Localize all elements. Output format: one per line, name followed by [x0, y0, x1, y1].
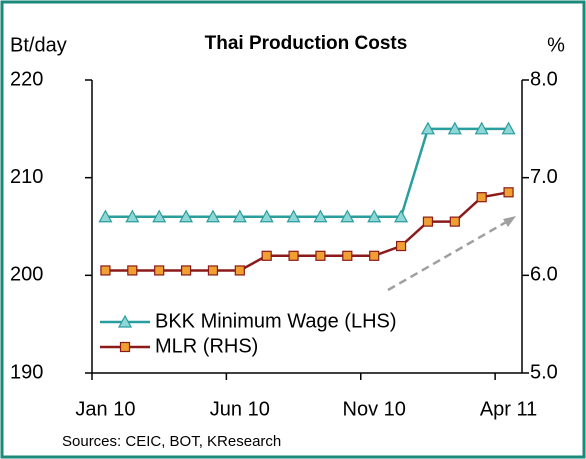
y2-tick-label: 8.0 — [530, 68, 558, 90]
y-axis-label: Bt/day — [10, 34, 67, 56]
y-tick-label: 200 — [10, 264, 43, 286]
series-marker — [259, 209, 274, 223]
trend-arrow — [387, 219, 509, 292]
chart-title: Thai Production Costs — [205, 33, 408, 54]
x-tick-label: Apr 11 — [480, 398, 537, 420]
y2-tick-label: 5.0 — [530, 361, 558, 383]
y-tick-label: 190 — [10, 361, 43, 383]
x-tick-label: Jan 10 — [75, 398, 135, 420]
series-marker — [125, 209, 140, 223]
series-marker — [98, 209, 113, 223]
series-marker — [476, 192, 487, 203]
x-tick-label: Jun 10 — [210, 398, 270, 420]
series-marker — [395, 240, 407, 252]
series-marker — [207, 265, 219, 276]
series-marker — [205, 209, 220, 223]
series-marker — [340, 209, 355, 223]
legend-marker — [117, 314, 133, 328]
series-marker — [313, 209, 328, 223]
y-tick-label: 210 — [10, 166, 43, 188]
series-marker — [179, 209, 194, 223]
series-marker — [261, 250, 272, 261]
series-marker — [420, 121, 435, 135]
y-tick-label: 220 — [10, 68, 43, 90]
y2-axis-label: % — [547, 34, 565, 56]
x-tick-label: Nov 10 — [343, 398, 406, 420]
series-marker — [503, 187, 514, 198]
series-marker — [342, 250, 353, 261]
series-marker — [100, 265, 111, 276]
series-line — [105, 191, 509, 272]
series-marker — [422, 216, 434, 227]
legend-label: BKK Minimum Wage (LHS) — [155, 310, 397, 332]
series-marker — [288, 250, 299, 261]
legend-label: MLR (RHS) — [155, 335, 258, 357]
series-marker — [152, 209, 167, 223]
series-marker — [369, 250, 380, 261]
y2-tick-label: 7.0 — [530, 166, 558, 188]
y2-tick-label: 6.0 — [530, 264, 558, 286]
legend-marker — [119, 341, 131, 353]
series-marker — [127, 265, 138, 276]
series-marker — [501, 121, 516, 135]
source-note: Sources: CEIC, BOT, KResearch — [62, 433, 281, 450]
series-marker — [286, 209, 301, 223]
series-marker — [367, 209, 382, 223]
series-marker — [180, 265, 192, 276]
trend-arrowhead — [503, 216, 516, 227]
series-line — [105, 127, 509, 218]
series-marker — [474, 121, 489, 135]
series-marker — [234, 265, 245, 276]
series-marker — [394, 209, 409, 223]
series-marker — [232, 209, 247, 223]
series-marker — [154, 265, 165, 276]
series-marker — [449, 216, 460, 227]
series-marker — [315, 250, 326, 261]
series-marker — [447, 121, 462, 135]
